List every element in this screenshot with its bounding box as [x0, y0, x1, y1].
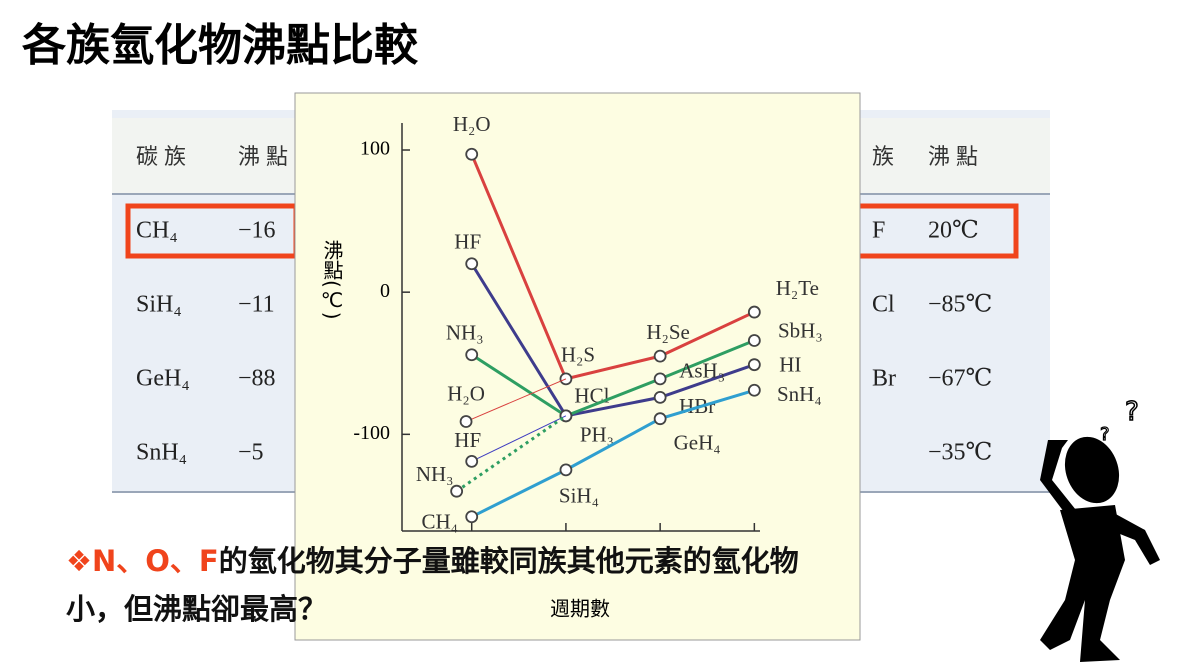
head [1064, 436, 1120, 504]
series-line [471, 415, 567, 462]
y-tick-label: 100 [360, 138, 390, 160]
point-label: H₂O [447, 381, 485, 405]
data-point [465, 510, 479, 524]
data-point [747, 383, 761, 397]
point-label: H₂O [453, 112, 491, 136]
table-cell: −67℃ [928, 366, 992, 392]
data-point [465, 147, 479, 161]
y-tick-label: -100 [353, 422, 390, 444]
point-label: CH₄ [421, 510, 458, 534]
note-text: 的氫化物其分子量雖較同族其他元素的氫化物 [219, 544, 799, 578]
series-line [470, 153, 755, 381]
data-point [747, 358, 761, 372]
series-line [471, 388, 755, 519]
table-header-cell: 沸點 [238, 145, 294, 170]
table-header-cell: 碳族 [136, 145, 192, 170]
point-label: AsH₃ [679, 359, 725, 383]
series-line [455, 414, 567, 493]
point-label: HI [779, 352, 801, 376]
y-axis-label: 沸點(℃) [320, 240, 344, 320]
body [1040, 505, 1125, 662]
point-label: GeH₄ [674, 431, 721, 455]
data-point [459, 415, 473, 428]
x-axis-label: 週期數 [550, 597, 610, 621]
arm [1040, 440, 1080, 520]
data-point [559, 463, 573, 477]
table-cell: Br [872, 366, 896, 392]
table-header-cell: 沸點 [928, 145, 984, 170]
table-cell: 20℃ [928, 218, 979, 244]
table-cell: SiH₄ [136, 292, 182, 318]
y-tick-label: 0 [380, 280, 390, 302]
table-cell: CH₄ [136, 218, 178, 244]
note-line: 小，但沸點卻最高？ [66, 592, 327, 626]
data-point [465, 348, 479, 362]
data-point [653, 390, 667, 404]
slide-title: 各族氫化物沸點比較 [22, 20, 419, 71]
arm [1110, 512, 1160, 565]
table-cell: −35℃ [928, 440, 992, 466]
point-label: SbH₃ [778, 318, 823, 342]
point-label: HF [454, 230, 481, 254]
point-label: NH₃ [416, 462, 454, 486]
table-cell: −11 [238, 292, 275, 318]
question-mark: ? [1100, 424, 1110, 445]
point-label: HCl [574, 384, 609, 408]
data-point [653, 412, 667, 426]
table-cell: −16 [238, 218, 276, 244]
series-line [465, 378, 567, 422]
data-point [465, 454, 479, 468]
table-header-cell: 族 [872, 145, 900, 170]
note-highlight: ❖N、O、F [66, 544, 219, 578]
point-label: NH₃ [446, 321, 484, 345]
point-label: H₂S [561, 343, 595, 367]
table-cell: −85℃ [928, 292, 992, 318]
point-label: SiH₄ [559, 484, 599, 508]
point-label: H₂Te [776, 276, 819, 300]
table-cell: −5 [238, 440, 264, 466]
series-line [470, 262, 755, 418]
chart-panel [294, 92, 861, 641]
point-label: PH₃ [580, 423, 614, 447]
table-cell: F [872, 218, 885, 244]
point-label: SnH₄ [777, 382, 822, 406]
table-cell: −88 [238, 366, 276, 392]
table-cell: Cl [872, 292, 895, 318]
data-point [450, 484, 464, 498]
table-cell: SnH₄ [136, 440, 187, 466]
data-point [653, 372, 667, 386]
data-point [747, 305, 761, 319]
series-line [470, 339, 755, 418]
note-line: ❖N、O、F的氫化物其分子量雖較同族其他元素的氫化物 [66, 544, 799, 578]
question-mark: ? [1125, 397, 1139, 427]
data-point [653, 349, 667, 363]
point-label: HF [454, 428, 481, 452]
point-label: H₂Se [646, 320, 690, 344]
thinking-figure: ? ? [1040, 396, 1160, 662]
table-cell: GeH₄ [136, 366, 190, 392]
note: ❖N、O、F的氫化物其分子量雖較同族其他元素的氫化物 小，但沸點卻最高？ [66, 544, 799, 626]
data-point [747, 334, 761, 347]
data-point [465, 257, 479, 271]
